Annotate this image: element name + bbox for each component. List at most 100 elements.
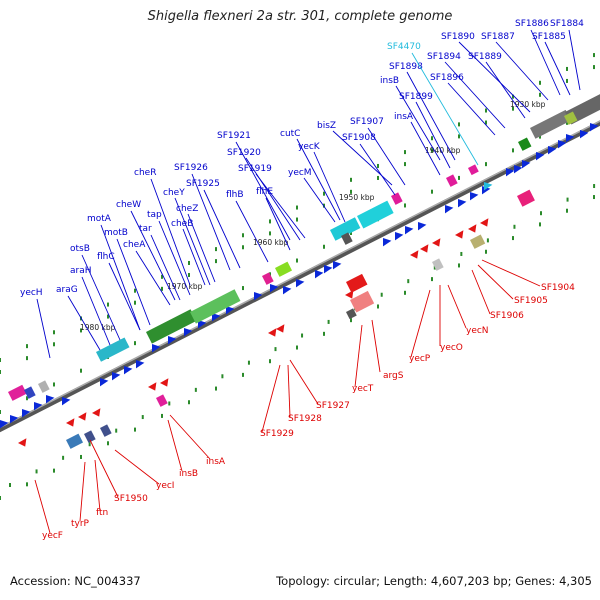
track-dot	[350, 318, 352, 323]
gene-label: cheR	[134, 168, 156, 178]
gene-arrow	[276, 324, 285, 333]
gene-block-cyan	[96, 337, 130, 362]
track-dot	[0, 370, 1, 374]
gene-arrow	[283, 286, 292, 295]
track-dot	[458, 122, 460, 127]
gene-label: cheY	[163, 188, 185, 198]
leader-line	[265, 197, 291, 251]
leader-line	[354, 324, 363, 388]
track-dot	[269, 359, 271, 364]
leader-line	[395, 85, 441, 161]
kbp-tick-label: 1970 kbp	[167, 282, 203, 291]
gene-arrow	[270, 284, 279, 293]
track-dot	[458, 263, 460, 268]
gene-arrow	[168, 336, 177, 345]
track-dot	[80, 454, 82, 459]
track-dot	[161, 274, 163, 279]
track-dot	[350, 230, 352, 235]
track-dot	[407, 279, 410, 284]
gene-block-green	[190, 289, 241, 324]
gene-arrow	[445, 205, 454, 214]
gene-arrow	[506, 168, 515, 177]
gene-label: yecO	[440, 343, 463, 353]
leader-line	[477, 264, 514, 300]
gene-arrow	[548, 146, 557, 155]
gene-arrow	[124, 366, 133, 375]
leader-line	[367, 127, 406, 186]
track-dot	[53, 382, 55, 387]
gene-block-rose	[517, 189, 535, 207]
track-dot	[107, 314, 109, 319]
gene-block-magenta	[391, 192, 403, 205]
track-dot	[431, 136, 433, 141]
leader-line	[114, 449, 160, 485]
leader-line	[261, 364, 281, 433]
gene-label: yecT	[352, 384, 374, 394]
gene-label: cutC	[280, 129, 300, 139]
gene-label: motB	[104, 228, 128, 238]
leader-line	[530, 29, 561, 96]
leader-line	[471, 269, 491, 315]
gene-block-magenta	[467, 164, 479, 176]
leader-line	[187, 213, 216, 283]
track-dot	[566, 120, 568, 125]
track-dot	[485, 162, 487, 167]
track-dot	[458, 134, 460, 139]
track-dot	[486, 238, 489, 243]
leader-line	[406, 71, 456, 161]
track-dot	[404, 290, 406, 295]
gene-arrow	[455, 230, 464, 239]
gene-label: SF4470	[387, 42, 421, 52]
track-dot	[80, 328, 82, 333]
gene-label: SF1927	[316, 401, 350, 411]
gene-arrow	[514, 165, 523, 174]
track-dot	[431, 277, 433, 282]
kbp-tick-label: 1950 kbp	[339, 193, 375, 202]
track-dot	[404, 203, 406, 208]
gene-label: SF1890	[441, 32, 475, 42]
leader-line	[410, 289, 431, 358]
leader-line	[158, 220, 191, 296]
track-dot	[593, 184, 596, 189]
track-dot	[539, 80, 541, 85]
leader-line	[182, 228, 206, 286]
gene-label: cheZ	[176, 204, 198, 214]
gene-label: motA	[87, 214, 112, 224]
leader-line	[108, 262, 141, 331]
track-dot	[539, 222, 541, 227]
gene-label: SF1907	[350, 117, 384, 127]
gene-block-pink	[350, 290, 375, 313]
gene-label: bisZ	[317, 121, 336, 131]
track-dot	[188, 260, 190, 265]
gene-block-gray	[38, 380, 50, 393]
leader-line	[167, 419, 183, 472]
gene-label: tap	[147, 210, 162, 220]
track-dot	[296, 345, 298, 350]
gene-arrow	[522, 160, 531, 169]
gene-block-dark	[346, 308, 357, 320]
leader-line	[287, 364, 291, 418]
gene-arrow	[78, 412, 87, 421]
leader-line	[235, 200, 269, 263]
gene-arrow	[184, 328, 193, 337]
gene-features	[0, 93, 600, 449]
gene-label: tyrP	[71, 519, 90, 529]
track-dot	[512, 148, 514, 153]
track-dot	[188, 272, 190, 277]
track-dot	[274, 347, 277, 352]
leader-line	[100, 224, 141, 331]
track-dot	[513, 224, 516, 229]
scale-ticks: 1930 kbp 1940 kbp 1950 kbp 1960 kbp 1970 kbp…	[80, 100, 546, 332]
gene-label: argS	[383, 371, 404, 381]
track-dot	[168, 401, 171, 406]
gene-label: SF1920	[227, 148, 261, 158]
leader-line	[79, 461, 86, 522]
leader-line	[495, 41, 549, 101]
gene-label: SF1950	[114, 494, 148, 504]
track-dot	[9, 483, 11, 487]
track-dot	[566, 78, 568, 83]
track-dot	[539, 134, 541, 139]
gene-arrow	[480, 218, 489, 227]
gene-block-green	[518, 137, 532, 151]
gene-arrow	[484, 182, 493, 191]
